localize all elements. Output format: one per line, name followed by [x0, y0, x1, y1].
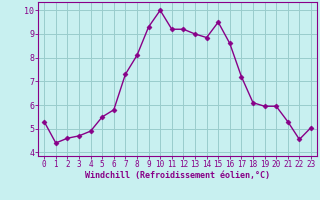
X-axis label: Windchill (Refroidissement éolien,°C): Windchill (Refroidissement éolien,°C) [85, 171, 270, 180]
